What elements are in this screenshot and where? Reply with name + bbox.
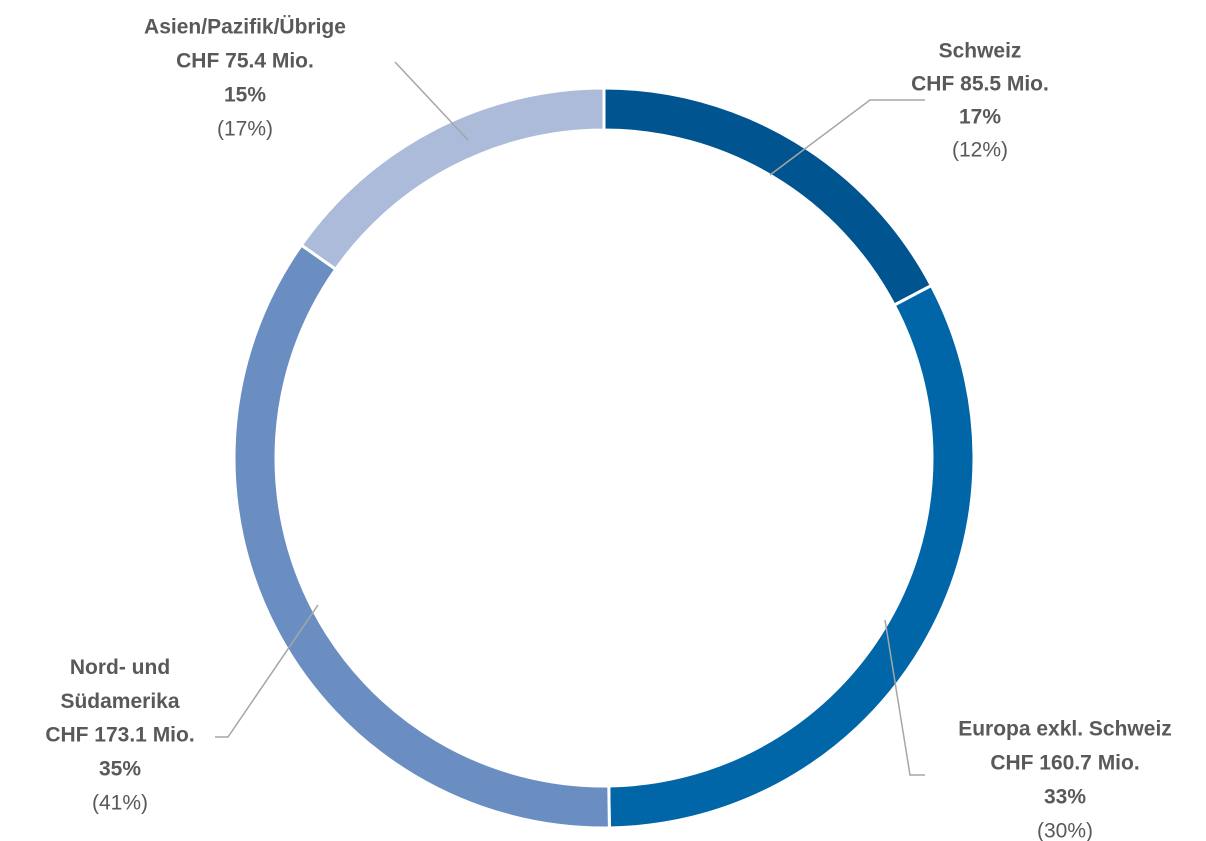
prior-share-label: (17%) [217,118,273,141]
leader-line [884,619,925,776]
share-label: 17% [959,106,1001,129]
prior-share-label: (12%) [952,139,1008,162]
value-label: CHF 85.5 Mio. [911,73,1049,96]
share-label: 33% [1044,786,1086,809]
share-label: 35% [99,758,141,781]
prior-share-label: (30%) [1037,820,1093,841]
share-label: 15% [224,84,266,107]
donut-slice [602,86,934,308]
leader-line [394,61,469,141]
category-label: Europa exkl. Schweiz [958,718,1172,741]
category-label: Nord- und Südamerika [60,656,179,713]
value-label: CHF 173.1 Mio. [45,724,194,747]
category-label: Asien/Pazifik/Übrige [144,16,346,39]
prior-share-label: (41%) [92,792,148,815]
donut-slice [299,86,606,272]
value-label: CHF 160.7 Mio. [990,752,1139,775]
donut-slice [607,283,976,830]
category-label: Schweiz [939,40,1022,63]
value-label: CHF 75.4 Mio. [176,50,314,73]
donut-slice [232,242,611,830]
leader-line [215,604,319,738]
leader-line [769,99,925,176]
